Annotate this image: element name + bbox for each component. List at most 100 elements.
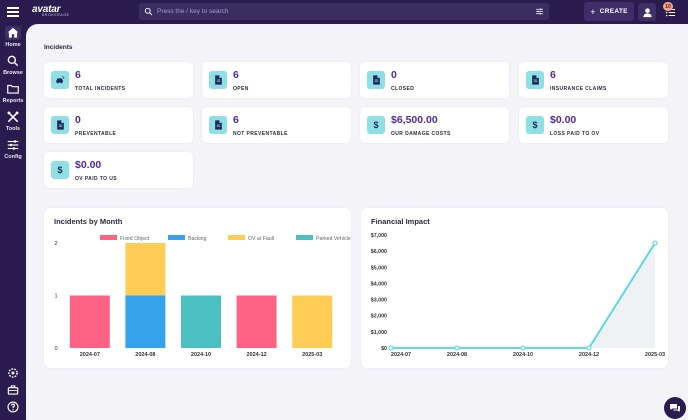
y-tick-label: 2 — [54, 241, 57, 247]
stat-label: TOTAL INCIDENTS — [75, 86, 126, 92]
sliders-icon — [7, 140, 19, 150]
financial-line-chart: $0 $1,000 $2,000 $3,000 $4,000 $5,000 $6,000 $7… — [371, 233, 665, 358]
line-point[interactable] — [388, 345, 394, 351]
stat-card[interactable]: $ $0.00 LOSS PAID TO OV — [519, 107, 668, 143]
stat-label: PREVENTABLE — [75, 131, 117, 137]
nav-label-config: Config — [4, 154, 22, 160]
stat-card[interactable]: 6 TOTAL INCIDENTS — [44, 62, 193, 98]
notification-badge: 10 — [663, 2, 673, 11]
stat-card[interactable]: 6 INSURANCE CLAIMS — [519, 62, 668, 98]
stat-card[interactable]: 6 OPEN — [202, 62, 351, 98]
stat-label: INSURANCE CLAIMS — [550, 86, 607, 92]
line-point[interactable] — [454, 345, 460, 351]
user-icon — [642, 7, 652, 17]
y-tick-label: $7,000 — [371, 233, 387, 239]
sidebar: Home Browse Reports Tools Config — [0, 0, 26, 420]
legend-swatch[interactable] — [100, 235, 117, 240]
x-tick-label: 2024-07 — [391, 352, 411, 358]
x-tick-label: 2024-10 — [191, 352, 211, 358]
dollar-icon: $ — [526, 116, 544, 134]
financial-impact-panel: Financial Impact $0 $1,000 $2,000 $3,000 $4,… — [361, 208, 668, 368]
stat-card[interactable]: 6 NOT PREVENTABLE — [202, 107, 351, 143]
nav-item-tools[interactable]: Tools — [0, 110, 26, 132]
search-icon — [7, 55, 19, 67]
bar-segment[interactable] — [292, 295, 333, 349]
bar-segment[interactable] — [125, 243, 166, 296]
stat-card[interactable]: $ $0.00 OV PAID TO US — [44, 152, 193, 188]
search-bar[interactable] — [139, 3, 549, 20]
nav-item-home[interactable]: Home — [0, 26, 26, 48]
y-tick-label: $3,000 — [371, 298, 387, 304]
stat-label: OV PAID TO US — [75, 176, 117, 182]
y-tick-label: 1 — [54, 294, 57, 300]
stat-label: OPEN — [233, 86, 249, 92]
bar-segment[interactable] — [181, 295, 221, 349]
section-title: Incidents — [44, 44, 73, 51]
stat-label: CLOSED — [391, 86, 415, 92]
tools-icon — [7, 111, 19, 123]
stat-value: 6 — [75, 69, 81, 81]
document-icon — [209, 116, 227, 134]
y-tick-label: $0 — [381, 346, 387, 352]
create-button[interactable]: + CREATE — [584, 2, 634, 21]
bar-segment[interactable] — [69, 295, 110, 349]
stat-card[interactable]: $ $6,500.00 OUR DAMAGE COSTS — [360, 107, 509, 143]
chart-title: Incidents by Month — [54, 217, 123, 226]
search-input[interactable] — [157, 5, 527, 18]
stat-value: 0 — [75, 114, 81, 126]
legend-label[interactable]: Parked Vehicle — [316, 236, 351, 242]
chat-icon — [670, 404, 680, 412]
hamburger-menu-icon[interactable] — [7, 7, 19, 17]
document-icon — [209, 71, 227, 89]
line-point[interactable] — [652, 240, 658, 246]
dollar-icon: $ — [51, 161, 69, 179]
legend-swatch[interactable] — [228, 235, 245, 240]
x-tick-label: 2024-12 — [247, 352, 267, 358]
y-tick-label: $1,000 — [371, 330, 387, 336]
top-bar: avatar BROKERAGE +CREATE 10 — [26, 0, 688, 24]
user-menu-button[interactable] — [638, 3, 656, 21]
stat-label: OUR DAMAGE COSTS — [391, 131, 451, 137]
legend-swatch[interactable] — [296, 235, 313, 240]
stat-value: $0.00 — [550, 114, 577, 126]
nav-label-tools: Tools — [5, 126, 21, 132]
legend-label[interactable]: Fixed Object — [120, 236, 150, 242]
chart-title: Financial Impact — [371, 217, 430, 226]
logo[interactable]: avatar — [32, 4, 61, 15]
stat-value: 6 — [233, 114, 239, 126]
nav-item-reports[interactable]: Reports — [0, 82, 26, 104]
nav-label-reports: Reports — [2, 98, 24, 104]
legend-label[interactable]: OV at Fault — [248, 236, 275, 242]
filter-icon[interactable] — [535, 7, 544, 16]
x-tick-label: 2024-12 — [579, 352, 599, 358]
y-tick-label: $5,000 — [371, 265, 387, 271]
line-point[interactable] — [586, 345, 592, 351]
bar-segment[interactable] — [236, 295, 277, 349]
briefcase-icon[interactable] — [6, 383, 20, 397]
legend-swatch[interactable] — [168, 235, 185, 240]
help-icon[interactable] — [6, 400, 20, 414]
gear-icon[interactable] — [6, 366, 20, 380]
stat-value: 6 — [233, 69, 239, 81]
legend-label[interactable]: Backing — [188, 236, 207, 242]
x-tick-label: 2024-08 — [135, 352, 155, 358]
document-icon — [526, 71, 544, 89]
stat-card[interactable]: 0 CLOSED — [360, 62, 509, 98]
dollar-icon: $ — [367, 116, 385, 134]
y-tick-label: $2,000 — [371, 314, 387, 320]
chat-button[interactable] — [664, 397, 686, 419]
create-button-label: CREATE — [599, 8, 628, 15]
document-icon — [51, 116, 69, 134]
nav-label-browse: Browse — [3, 70, 23, 76]
x-tick-label: 2024-10 — [513, 352, 533, 358]
stat-value: 0 — [391, 69, 397, 81]
search-icon — [144, 7, 153, 16]
bar-segment[interactable] — [125, 295, 166, 349]
plus-icon: + — [590, 6, 596, 17]
line-point[interactable] — [520, 345, 526, 351]
nav-item-browse[interactable]: Browse — [0, 54, 26, 76]
x-tick-label: 2025-03 — [645, 352, 665, 358]
x-tick-label: 2024-08 — [447, 352, 467, 358]
stat-card[interactable]: 0 PREVENTABLE — [44, 107, 193, 143]
nav-item-config[interactable]: Config — [0, 138, 26, 160]
